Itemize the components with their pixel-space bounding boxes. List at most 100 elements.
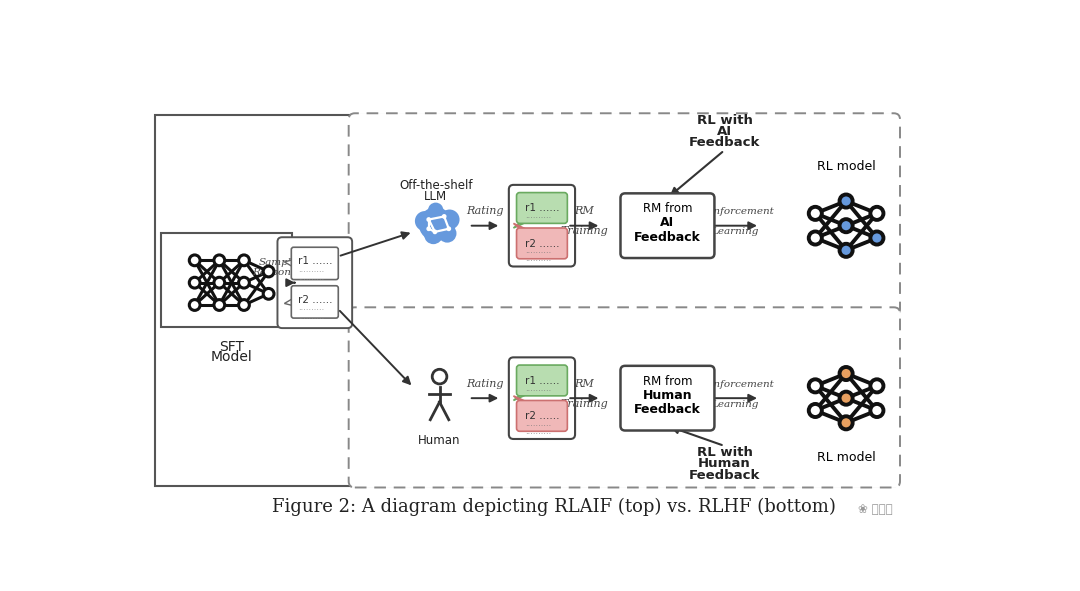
Text: RL with: RL with <box>697 114 753 127</box>
FancyBboxPatch shape <box>349 113 900 315</box>
Circle shape <box>839 392 852 405</box>
Text: Training: Training <box>561 226 608 236</box>
Circle shape <box>189 277 200 288</box>
Circle shape <box>839 416 852 429</box>
Text: r1 ......: r1 ...... <box>298 256 333 267</box>
Polygon shape <box>513 220 530 228</box>
Circle shape <box>870 207 883 220</box>
Text: Learning: Learning <box>712 227 759 236</box>
Text: RL with: RL with <box>697 446 753 459</box>
Text: Human: Human <box>698 457 751 470</box>
Circle shape <box>870 379 883 392</box>
Circle shape <box>839 194 852 207</box>
Circle shape <box>839 219 852 232</box>
Text: AI: AI <box>717 125 732 138</box>
FancyBboxPatch shape <box>161 233 292 327</box>
FancyBboxPatch shape <box>621 193 715 258</box>
Circle shape <box>809 207 822 220</box>
FancyBboxPatch shape <box>292 286 338 318</box>
Text: r2 ......: r2 ...... <box>525 239 559 249</box>
Text: RL model: RL model <box>816 450 876 463</box>
FancyBboxPatch shape <box>516 228 567 259</box>
FancyBboxPatch shape <box>349 307 900 488</box>
Circle shape <box>239 277 249 288</box>
FancyBboxPatch shape <box>292 247 338 280</box>
Polygon shape <box>284 298 294 306</box>
FancyBboxPatch shape <box>516 401 567 431</box>
Text: ..........: .......... <box>525 427 551 436</box>
Text: Rating: Rating <box>467 379 503 389</box>
Text: RM: RM <box>575 379 594 389</box>
Circle shape <box>214 300 225 310</box>
Text: Reinforcement: Reinforcement <box>697 207 774 216</box>
Circle shape <box>239 255 249 266</box>
Text: Sample: Sample <box>258 258 297 267</box>
Circle shape <box>428 203 444 218</box>
Text: Feedback: Feedback <box>634 403 701 416</box>
Circle shape <box>189 255 200 266</box>
Polygon shape <box>513 223 530 231</box>
Text: ..........: .......... <box>525 384 551 392</box>
Circle shape <box>809 232 822 245</box>
Circle shape <box>264 266 274 277</box>
Text: RM: RM <box>575 206 594 216</box>
Circle shape <box>427 227 431 230</box>
Circle shape <box>809 404 822 417</box>
Circle shape <box>433 230 436 233</box>
Polygon shape <box>284 259 294 267</box>
Circle shape <box>419 207 453 241</box>
Text: ..........: .......... <box>525 419 551 428</box>
Circle shape <box>415 211 435 231</box>
Text: Human: Human <box>643 389 692 402</box>
Text: Off-the-shelf: Off-the-shelf <box>399 179 472 192</box>
FancyBboxPatch shape <box>509 358 575 439</box>
Circle shape <box>438 224 457 243</box>
Circle shape <box>424 226 443 244</box>
Circle shape <box>809 379 822 392</box>
Text: RL model: RL model <box>816 160 876 173</box>
Text: ..........: .......... <box>298 312 324 321</box>
Circle shape <box>440 210 460 229</box>
Text: ..........: .......... <box>525 246 551 255</box>
FancyBboxPatch shape <box>509 185 575 267</box>
Text: Model: Model <box>211 350 253 365</box>
Text: ..........: .......... <box>298 274 324 282</box>
Text: Reinforcement: Reinforcement <box>697 380 774 389</box>
Circle shape <box>427 218 431 221</box>
FancyBboxPatch shape <box>516 365 567 396</box>
FancyBboxPatch shape <box>621 366 715 430</box>
Text: RM from: RM from <box>643 202 692 215</box>
Text: Human: Human <box>418 434 461 447</box>
FancyBboxPatch shape <box>516 193 567 223</box>
Text: Training: Training <box>561 399 608 409</box>
Circle shape <box>239 300 249 310</box>
Circle shape <box>447 227 450 230</box>
Text: ..........: .......... <box>525 254 551 263</box>
Text: Feedback: Feedback <box>634 230 701 243</box>
Text: r2 ......: r2 ...... <box>298 295 333 305</box>
Text: SFT: SFT <box>219 340 244 353</box>
Text: r1 ......: r1 ...... <box>525 376 559 386</box>
Text: r1 ......: r1 ...... <box>525 203 559 213</box>
Text: AI: AI <box>660 216 675 229</box>
Text: r2 ......: r2 ...... <box>525 411 559 421</box>
Circle shape <box>870 232 883 245</box>
Circle shape <box>839 367 852 380</box>
Circle shape <box>214 277 225 288</box>
Polygon shape <box>513 396 530 404</box>
Text: ..........: .......... <box>525 211 551 220</box>
Circle shape <box>214 255 225 266</box>
Text: Feedback: Feedback <box>689 136 760 149</box>
Text: ..........: .......... <box>298 303 324 313</box>
Circle shape <box>870 404 883 417</box>
Circle shape <box>432 369 447 384</box>
Text: LLM: LLM <box>424 190 447 203</box>
Circle shape <box>839 243 852 257</box>
FancyBboxPatch shape <box>278 237 352 328</box>
Text: ..........: .......... <box>298 265 324 274</box>
FancyBboxPatch shape <box>154 115 895 486</box>
Text: Feedback: Feedback <box>689 469 760 482</box>
Text: Rating: Rating <box>467 206 503 216</box>
Text: Figure 2: A diagram depicting RLAIF (top) vs. RLHF (bottom): Figure 2: A diagram depicting RLAIF (top… <box>271 498 836 516</box>
Circle shape <box>443 215 446 218</box>
